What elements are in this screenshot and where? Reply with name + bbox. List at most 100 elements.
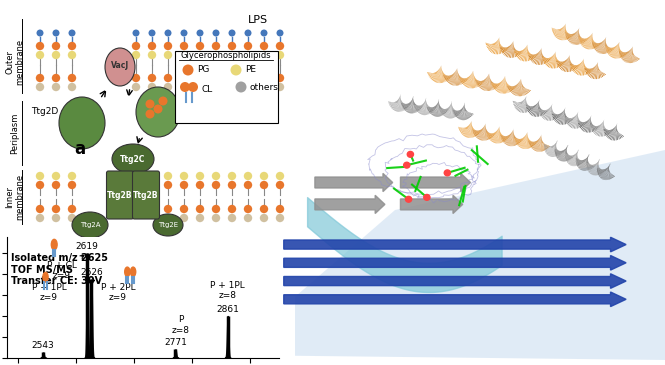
Polygon shape bbox=[457, 104, 465, 118]
Polygon shape bbox=[624, 46, 633, 62]
Polygon shape bbox=[433, 67, 441, 81]
Circle shape bbox=[407, 151, 414, 157]
Polygon shape bbox=[459, 103, 465, 119]
Polygon shape bbox=[400, 96, 404, 111]
Circle shape bbox=[260, 205, 268, 213]
Polygon shape bbox=[464, 105, 469, 119]
Polygon shape bbox=[552, 28, 563, 31]
Polygon shape bbox=[390, 98, 400, 107]
Polygon shape bbox=[499, 45, 508, 49]
Polygon shape bbox=[589, 33, 593, 49]
Polygon shape bbox=[463, 73, 472, 85]
Circle shape bbox=[51, 239, 57, 250]
Circle shape bbox=[229, 30, 235, 36]
Polygon shape bbox=[619, 51, 630, 54]
Polygon shape bbox=[466, 72, 473, 87]
Polygon shape bbox=[559, 57, 569, 68]
Polygon shape bbox=[525, 104, 535, 108]
Polygon shape bbox=[583, 59, 584, 76]
Polygon shape bbox=[597, 160, 598, 175]
Polygon shape bbox=[567, 147, 568, 161]
Polygon shape bbox=[545, 142, 557, 153]
Circle shape bbox=[37, 30, 43, 36]
Circle shape bbox=[211, 74, 220, 82]
Polygon shape bbox=[565, 55, 570, 72]
Polygon shape bbox=[553, 141, 557, 157]
Polygon shape bbox=[518, 79, 521, 96]
Polygon shape bbox=[559, 23, 566, 40]
Polygon shape bbox=[586, 65, 597, 73]
Circle shape bbox=[244, 205, 252, 213]
Polygon shape bbox=[546, 104, 553, 120]
Circle shape bbox=[130, 267, 136, 277]
Polygon shape bbox=[497, 126, 499, 143]
Circle shape bbox=[43, 272, 48, 282]
Polygon shape bbox=[603, 129, 613, 131]
Polygon shape bbox=[409, 96, 414, 113]
Polygon shape bbox=[489, 78, 497, 88]
Circle shape bbox=[196, 214, 204, 222]
Polygon shape bbox=[460, 103, 465, 120]
Polygon shape bbox=[554, 26, 565, 35]
Circle shape bbox=[36, 205, 44, 213]
Polygon shape bbox=[439, 105, 447, 112]
Polygon shape bbox=[423, 98, 426, 115]
Polygon shape bbox=[564, 55, 570, 72]
Polygon shape bbox=[428, 71, 438, 75]
Polygon shape bbox=[593, 42, 603, 45]
Polygon shape bbox=[499, 42, 505, 51]
Circle shape bbox=[196, 42, 204, 50]
Polygon shape bbox=[549, 141, 558, 156]
Polygon shape bbox=[491, 82, 501, 85]
Polygon shape bbox=[614, 42, 620, 58]
Polygon shape bbox=[509, 129, 513, 146]
Circle shape bbox=[132, 74, 140, 82]
Polygon shape bbox=[573, 28, 579, 44]
Polygon shape bbox=[581, 117, 591, 130]
Polygon shape bbox=[586, 116, 591, 132]
Polygon shape bbox=[415, 103, 425, 109]
Polygon shape bbox=[593, 159, 600, 175]
Polygon shape bbox=[587, 161, 599, 170]
Polygon shape bbox=[534, 100, 539, 117]
Polygon shape bbox=[527, 50, 535, 58]
Polygon shape bbox=[581, 35, 591, 44]
Polygon shape bbox=[608, 170, 615, 177]
Polygon shape bbox=[622, 47, 632, 61]
Circle shape bbox=[68, 205, 76, 213]
Polygon shape bbox=[529, 140, 539, 144]
Polygon shape bbox=[513, 131, 517, 145]
Polygon shape bbox=[476, 125, 485, 138]
Polygon shape bbox=[489, 128, 499, 140]
Circle shape bbox=[68, 30, 76, 36]
Polygon shape bbox=[589, 116, 591, 132]
Polygon shape bbox=[591, 119, 595, 131]
Polygon shape bbox=[413, 96, 414, 113]
Polygon shape bbox=[577, 157, 589, 165]
Polygon shape bbox=[519, 79, 521, 96]
Polygon shape bbox=[574, 150, 578, 166]
Polygon shape bbox=[597, 38, 606, 52]
Polygon shape bbox=[556, 61, 566, 62]
Polygon shape bbox=[589, 160, 600, 173]
Polygon shape bbox=[576, 151, 578, 166]
Polygon shape bbox=[487, 131, 497, 137]
Polygon shape bbox=[608, 168, 613, 178]
Polygon shape bbox=[567, 31, 578, 39]
Polygon shape bbox=[413, 99, 418, 111]
Polygon shape bbox=[574, 112, 579, 129]
Polygon shape bbox=[525, 101, 532, 111]
Polygon shape bbox=[584, 63, 590, 73]
Circle shape bbox=[182, 65, 194, 76]
Polygon shape bbox=[491, 38, 499, 53]
Polygon shape bbox=[570, 112, 579, 127]
Polygon shape bbox=[493, 126, 499, 143]
Polygon shape bbox=[511, 129, 513, 146]
Polygon shape bbox=[570, 28, 579, 43]
Polygon shape bbox=[502, 132, 512, 141]
Polygon shape bbox=[606, 164, 610, 180]
Polygon shape bbox=[465, 121, 471, 137]
Polygon shape bbox=[494, 126, 499, 143]
Circle shape bbox=[276, 181, 284, 189]
Polygon shape bbox=[541, 53, 548, 62]
